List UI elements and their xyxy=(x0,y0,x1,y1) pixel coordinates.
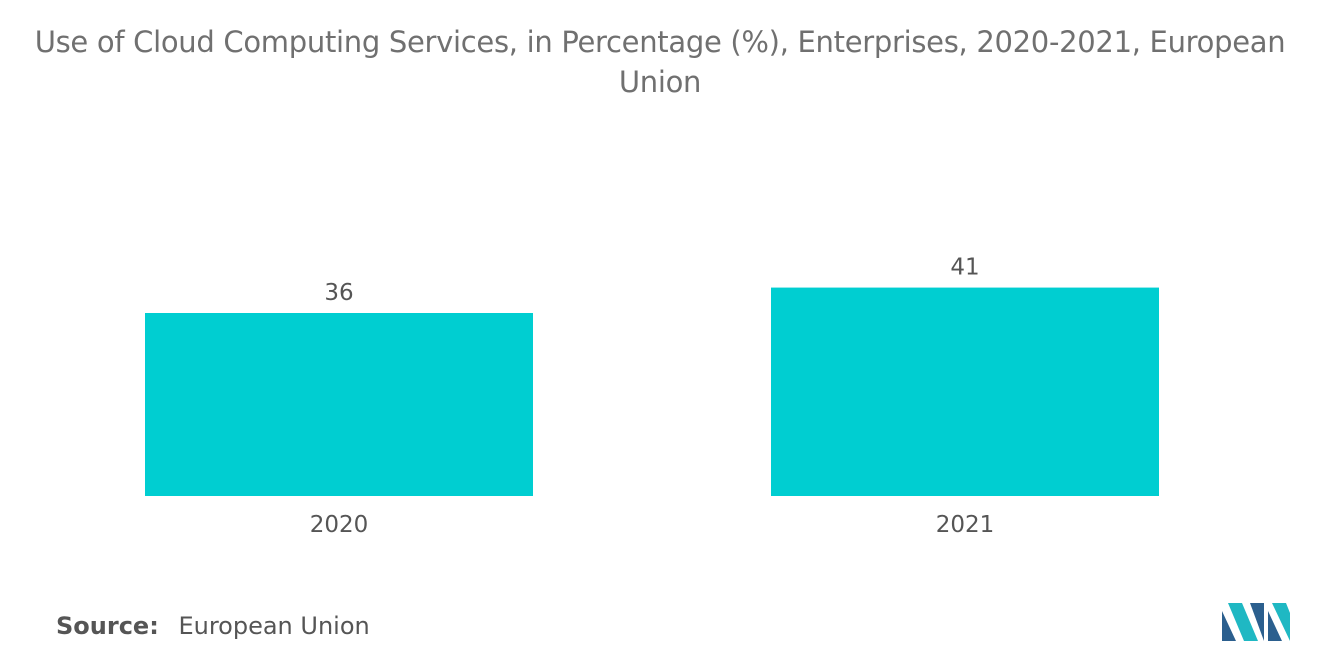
logo-shape-2 xyxy=(1228,603,1258,641)
chart-title: Use of Cloud Computing Services, in Perc… xyxy=(0,22,1320,102)
logo-shape-5 xyxy=(1268,611,1282,641)
source-label: Source: xyxy=(56,612,159,640)
x-tick-label-2021: 2021 xyxy=(936,512,995,538)
logo-shape-6 xyxy=(1272,603,1290,641)
chart-title-line-2: Union xyxy=(618,65,702,99)
logo-shape-1 xyxy=(1222,611,1236,641)
logo-shape-3 xyxy=(1250,603,1264,641)
bar-2020 xyxy=(145,313,533,496)
chart-title-line-1: Use of Cloud Computing Services, in Perc… xyxy=(34,25,1286,59)
data-label-2021: 41 xyxy=(950,255,979,281)
data-label-2020: 36 xyxy=(324,280,353,306)
bar-2021 xyxy=(771,287,1159,496)
source-note: Source: European Union xyxy=(56,612,370,640)
x-tick-label-2020: 2020 xyxy=(310,512,369,538)
source-value: European Union xyxy=(178,612,370,640)
brand-logo-icon xyxy=(1222,603,1290,641)
